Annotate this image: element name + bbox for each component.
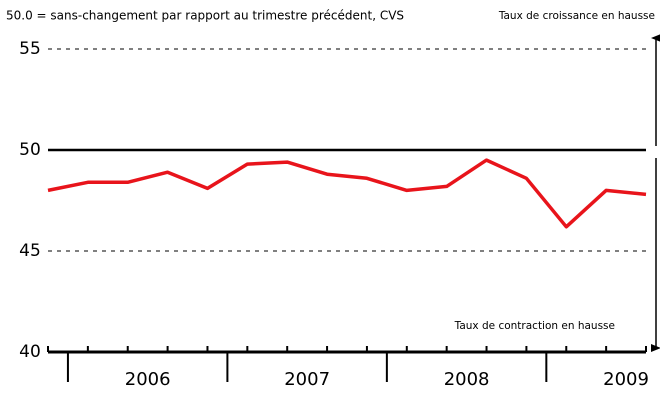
y-tick-label: 50 [19, 140, 41, 160]
annotation: Taux de contraction en hausse [454, 320, 615, 332]
y-tick-label: 45 [19, 241, 41, 261]
subtitle: 50.0 = sans-changement par rapport au tr… [6, 9, 404, 23]
x-tick-label: 2009 [603, 369, 649, 390]
data-line [47, 158, 647, 229]
x-tick-label: 2008 [444, 369, 490, 390]
y-tick-label: 55 [19, 39, 41, 59]
x-tick-label: 2006 [125, 369, 171, 390]
y-tick-label: 40 [19, 342, 41, 362]
annotation: Taux de croissance en hausse [498, 10, 655, 22]
x-tick-label: 2007 [284, 369, 330, 390]
